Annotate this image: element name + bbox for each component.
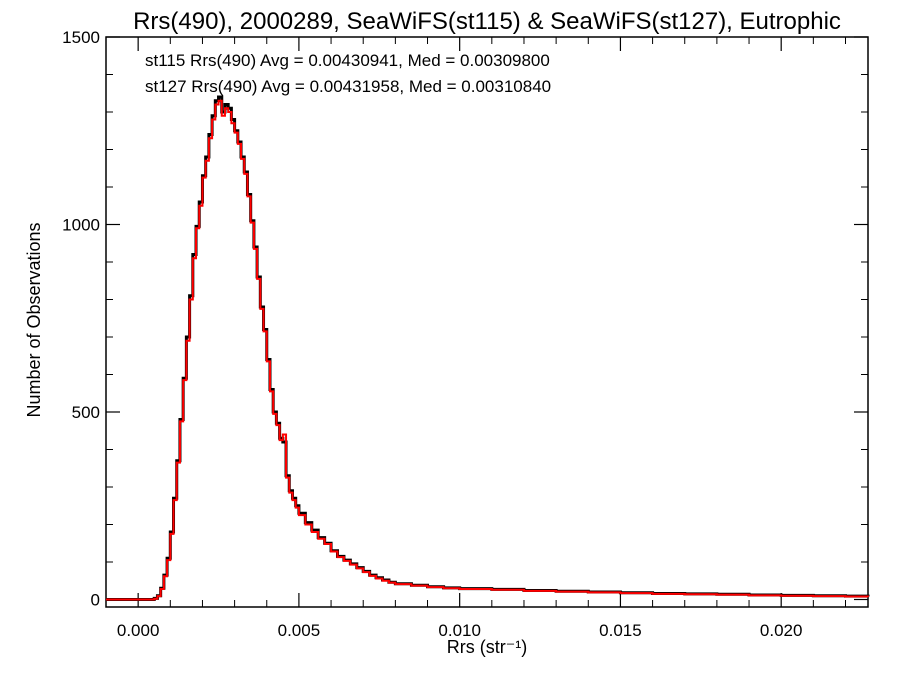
- x-axis-label: Rrs (str⁻¹): [447, 637, 527, 657]
- series-annotation-st127: st127 Rrs(490) Avg = 0.00431958, Med = 0…: [145, 77, 551, 96]
- y-tick-label: 1500: [62, 28, 100, 47]
- plot-frame: [105, 36, 869, 608]
- x-tick-label: 0.005: [278, 621, 321, 640]
- y-axis-label: Number of Observations: [24, 222, 44, 417]
- x-tick-label: 0.010: [438, 621, 481, 640]
- series-annotation-st115: st115 Rrs(490) Avg = 0.00430941, Med = 0…: [145, 51, 550, 70]
- y-tick-label: 500: [72, 403, 100, 422]
- chart-title: Rrs(490), 2000289, SeaWiFS(st115) & SeaW…: [133, 8, 841, 35]
- axis-ticks: 0.000 0.005 0.010 0.015 0.020 0 500 1000 1500: [62, 28, 868, 640]
- series-line-st115: [106, 95, 870, 601]
- y-tick-label: 0: [91, 591, 100, 610]
- series-layer: [106, 95, 870, 601]
- y-tick-label: 1000: [62, 216, 100, 235]
- x-tick-label: 0.020: [760, 621, 803, 640]
- x-tick-label: 0.000: [117, 621, 160, 640]
- series-line-st127: [106, 99, 869, 601]
- x-tick-label: 0.015: [599, 621, 642, 640]
